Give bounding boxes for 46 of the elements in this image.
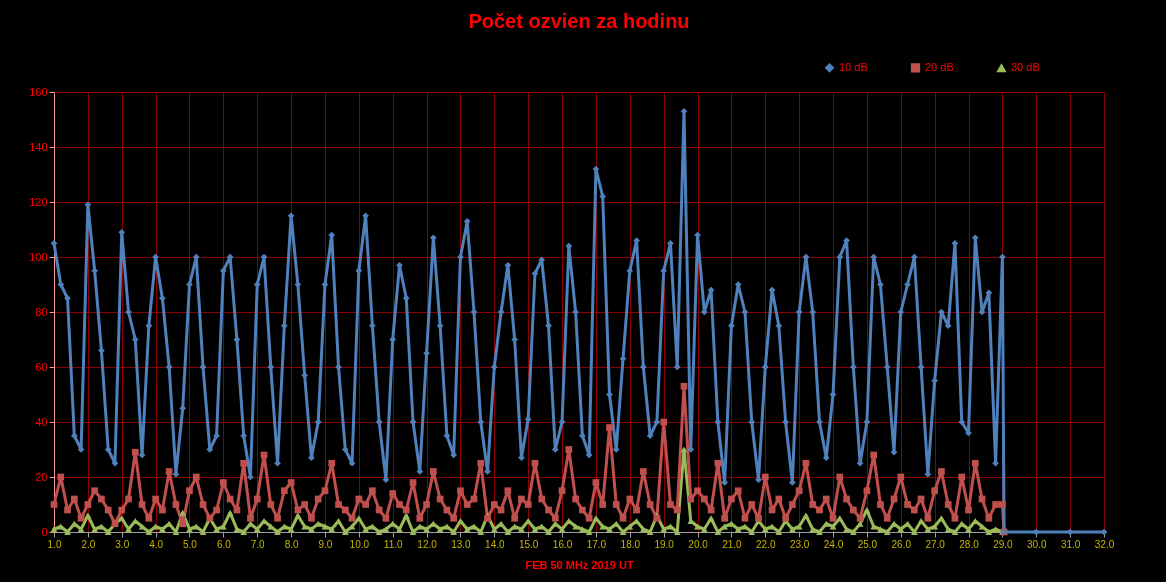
x-tick-label: 12.0 [417,538,438,550]
x-tick-label: 5.0 [183,538,198,550]
x-tick-label: 20.0 [688,538,709,550]
x-tick-label: 7.0 [250,538,266,550]
x-axis-title: FEB 50 MHz 2019 UT [525,558,634,571]
x-tick-label: 31.0 [1060,538,1081,550]
y-tick-label: 160 [29,85,48,98]
x-tick-label: 6.0 [216,538,232,550]
y-tick-label: 40 [35,415,48,428]
y-tick-label: 120 [29,195,48,208]
x-tick-label: 14.0 [485,538,505,550]
x-tick-label: 22.0 [756,538,776,550]
chart-title: Počet ozvien za hodinu [468,10,690,32]
x-tick-label: 13.0 [451,538,472,550]
y-tick-label: 140 [29,140,48,153]
y-tick-label: 0 [41,525,48,538]
x-tick-label: 10.0 [349,538,370,550]
x-tick-label: 28.0 [959,538,980,550]
x-tick-label: 15.0 [518,538,539,550]
x-tick-label: 32.0 [1094,538,1115,550]
legend-label: 30 dB [1011,61,1040,74]
x-tick-label: 30.0 [1027,538,1047,550]
x-tick-label: 16.0 [552,538,573,550]
x-tick-label: 27.0 [925,538,946,550]
x-tick-label: 1.0 [47,538,62,550]
x-tick-label: 21.0 [722,538,743,550]
x-tick-label: 25.0 [857,538,878,550]
y-tick-label: 20 [35,470,48,483]
x-tick-label: 17.0 [586,538,607,550]
x-tick-label: 8.0 [284,538,299,550]
x-tick-label: 3.0 [115,538,130,550]
y-tick-label: 80 [35,305,48,318]
x-tick-label: 2.0 [81,538,96,550]
x-tick-label: 24.0 [823,538,844,550]
x-tick-label: 4.0 [149,538,164,550]
y-tick-label: 60 [35,360,48,373]
x-tick-label: 18.0 [620,538,641,550]
x-tick-label: 11.0 [383,538,403,550]
x-tick-label: 23.0 [789,538,810,550]
x-tick-label: 9.0 [318,538,333,550]
x-tick-label: 19.0 [654,538,675,550]
x-tick-label: 26.0 [891,538,912,550]
legend-label: 10 dB [839,60,868,73]
y-tick-label: 100 [29,250,48,263]
legend-label: 20 dB [925,60,954,73]
x-tick-label: 29.0 [993,538,1014,550]
